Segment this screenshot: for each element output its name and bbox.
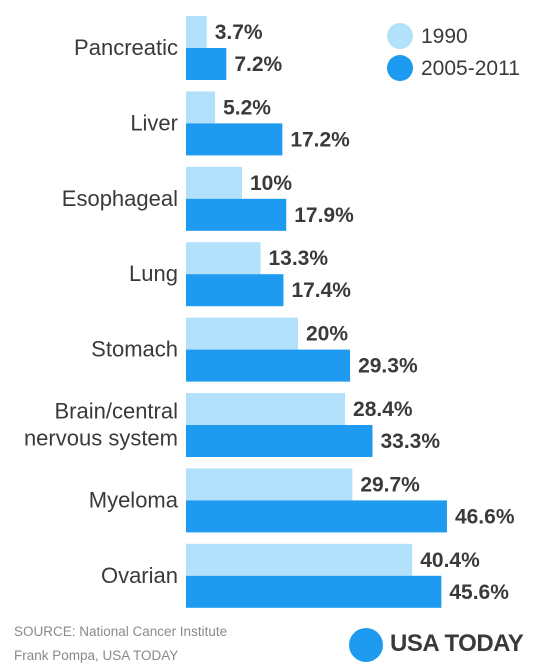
value-label: 45.6% [449, 581, 509, 604]
value-label: 40.4% [420, 549, 480, 572]
bar-1990-0 [186, 16, 207, 48]
value-label: 5.2% [223, 96, 271, 119]
bar-2005-2011-7 [186, 575, 442, 608]
bar-2005-2011-3 [186, 274, 284, 307]
value-label: 7.2% [234, 53, 282, 76]
value-label: 10% [250, 172, 292, 195]
brand-logo-dot [349, 628, 383, 662]
bar-1990-3 [186, 242, 261, 275]
brand-logo-text: USA TODAY [390, 630, 524, 657]
bar-2005-2011-0 [186, 48, 227, 80]
value-label: 17.9% [294, 204, 354, 227]
bar-1990-5 [186, 393, 346, 425]
bar-2005-2011-5 [186, 425, 373, 457]
value-label: 28.4% [353, 398, 413, 421]
bar-2005-2011-6 [186, 500, 447, 533]
bars-group [186, 16, 447, 608]
source-note: SOURCE: National Cancer Institute [14, 624, 228, 639]
value-label: 29.3% [358, 355, 418, 378]
value-label: 13.3% [268, 247, 328, 270]
category-label: Brain/central nervous system [24, 399, 178, 451]
category-label: Esophageal [62, 186, 178, 211]
category-label: Stomach [91, 337, 178, 362]
bar-1990-6 [186, 468, 353, 501]
value-label: 3.7% [215, 21, 263, 44]
value-label: 33.3% [380, 430, 440, 453]
value-label: 17.2% [290, 128, 350, 151]
legend-swatch-0 [387, 23, 413, 49]
legend-label: 1990 [421, 25, 468, 48]
labels-group: 3.7% 7.2% Pancreatic 5.2% 17.2% Liver 10%17.9%… [24, 21, 515, 604]
value-label: 29.7% [360, 473, 420, 496]
value-label: 46.6% [455, 505, 515, 528]
category-label: Lung [129, 261, 178, 286]
bar-2005-2011-1 [186, 123, 283, 156]
category-label: Pancreatic [74, 35, 178, 60]
bar-1990-4 [186, 317, 298, 350]
legend-label: 2005-2011 [421, 57, 520, 80]
bar-2005-2011-2 [186, 198, 287, 231]
bar-chart: 3.7% 7.2% Pancreatic 5.2% 17.2% Liver 10%17.9%… [24, 16, 520, 608]
credit-note: Frank Pompa, USA TODAY [14, 648, 179, 663]
category-label: Ovarian [101, 563, 178, 588]
bar-1990-7 [186, 543, 413, 576]
bar-1990-1 [186, 91, 216, 124]
value-label: 17.4% [291, 279, 351, 302]
bar-1990-2 [186, 166, 242, 199]
legend-swatch-1 [387, 55, 413, 81]
legend: 1990 2005-2011 [387, 23, 520, 81]
category-label: Myeloma [89, 487, 179, 512]
bar-2005-2011-4 [186, 349, 351, 382]
category-label: Liver [130, 110, 178, 135]
value-label: 20% [306, 323, 348, 346]
